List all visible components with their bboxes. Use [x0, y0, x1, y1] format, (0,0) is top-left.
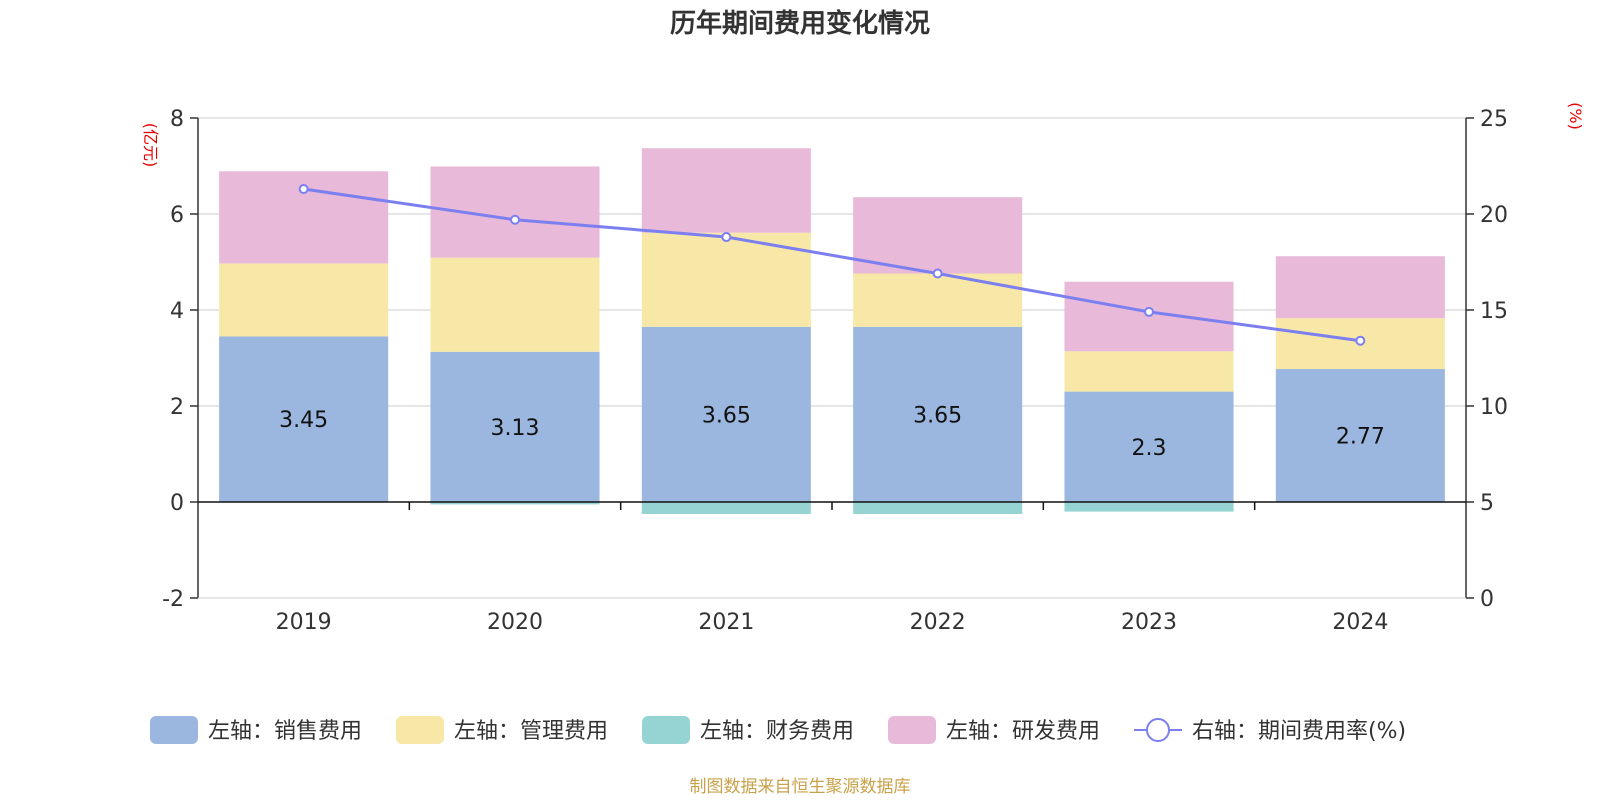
data-label: 3.65: [913, 403, 962, 428]
legend: 左轴：销售费用 左轴：管理费用 左轴：财务费用 左轴：研发费用 右轴：期间费用率(%): [150, 716, 1406, 744]
data-label: 3.65: [702, 403, 751, 428]
left-axis-tick-label: 6: [170, 203, 184, 228]
x-axis-tick-label: 2020: [487, 610, 543, 635]
bar-segment: [430, 502, 600, 505]
legend-label: 左轴：研发费用: [946, 719, 1100, 744]
left-axis-tick-label: 0: [170, 491, 184, 516]
bar-segment: [219, 263, 389, 337]
x-axis-tick-label: 2024: [1332, 610, 1388, 635]
data-point: [932, 268, 943, 279]
legend-label: 左轴：管理费用: [454, 719, 608, 744]
bar-segment: [430, 351, 600, 502]
x-axis-tick-label: 2023: [1121, 610, 1177, 635]
right-axis-tick-label: 20: [1480, 203, 1508, 228]
right-axis-tick-label: 5: [1480, 491, 1494, 516]
right-axis-tick-label: 0: [1480, 587, 1494, 612]
legend-label: 右轴：期间费用率(%): [1192, 719, 1406, 744]
x-axis-tick-label: 2021: [698, 610, 754, 635]
bar-segment: [853, 326, 1023, 502]
source-note: 制图数据来自恒生聚源数据库: [690, 777, 911, 797]
bar-segment: [853, 197, 1023, 274]
bar-segment: [641, 148, 811, 233]
legend-swatch: [888, 716, 936, 744]
right-axis-tick-label: 25: [1480, 107, 1508, 132]
bar-segment: [853, 502, 1023, 514]
axes: -2 0 2 4 6 8 0 5 10 15 20 25 2019 2020 2021 2022 2023 202…: [162, 107, 1508, 635]
data-labels: 3.45 3.13 3.65 3.65 2.3 2.77: [279, 403, 1385, 460]
data-label: 3.13: [491, 416, 540, 441]
data-point: [510, 214, 520, 225]
bars: [219, 148, 1445, 514]
x-axis-tick-label: 2019: [276, 610, 332, 635]
bar-segment: [219, 336, 389, 502]
left-axis-tick-label: 8: [170, 107, 184, 132]
data-point: [1355, 335, 1366, 346]
bar-segment: [1064, 351, 1234, 392]
bar-segment: [641, 232, 811, 327]
x-axis-tick-label: 2022: [910, 610, 966, 635]
expense-ratio-line: [298, 184, 1366, 346]
bar-segment: [430, 257, 600, 352]
bar-segment: [641, 326, 811, 502]
legend-label: 左轴：销售费用: [208, 719, 362, 744]
right-axis-tick-label: 15: [1480, 299, 1508, 324]
data-point: [298, 184, 309, 195]
series-line: [303, 187, 1361, 343]
bar-segment: [853, 273, 1023, 327]
bar-segment: [1275, 256, 1445, 319]
right-axis-unit: (%): [1566, 102, 1585, 130]
legend-label: 左轴：财务费用: [700, 719, 854, 744]
data-label: 3.45: [279, 408, 328, 433]
bar-segment: [1275, 369, 1445, 502]
data-point: [1144, 306, 1154, 317]
data-point: [721, 232, 732, 243]
left-axis-tick-label: 2: [170, 395, 184, 420]
data-label: 2.77: [1336, 425, 1385, 450]
legend-swatch: [150, 716, 198, 744]
bar-segment: [641, 502, 811, 514]
data-label: 2.3: [1132, 436, 1167, 461]
legend-swatch: [396, 716, 444, 744]
legend-marker: [1146, 718, 1170, 742]
left-axis-tick-label: 4: [170, 299, 184, 324]
left-axis-tick-label: -2: [162, 587, 184, 612]
right-axis-tick-label: 10: [1480, 395, 1508, 420]
chart-title: 历年期间费用变化情况: [670, 8, 930, 39]
legend-swatch: [642, 716, 690, 744]
bar-segment: [1064, 502, 1234, 512]
bar-segment: [1064, 391, 1234, 502]
left-axis-unit: (亿元): [141, 123, 160, 168]
